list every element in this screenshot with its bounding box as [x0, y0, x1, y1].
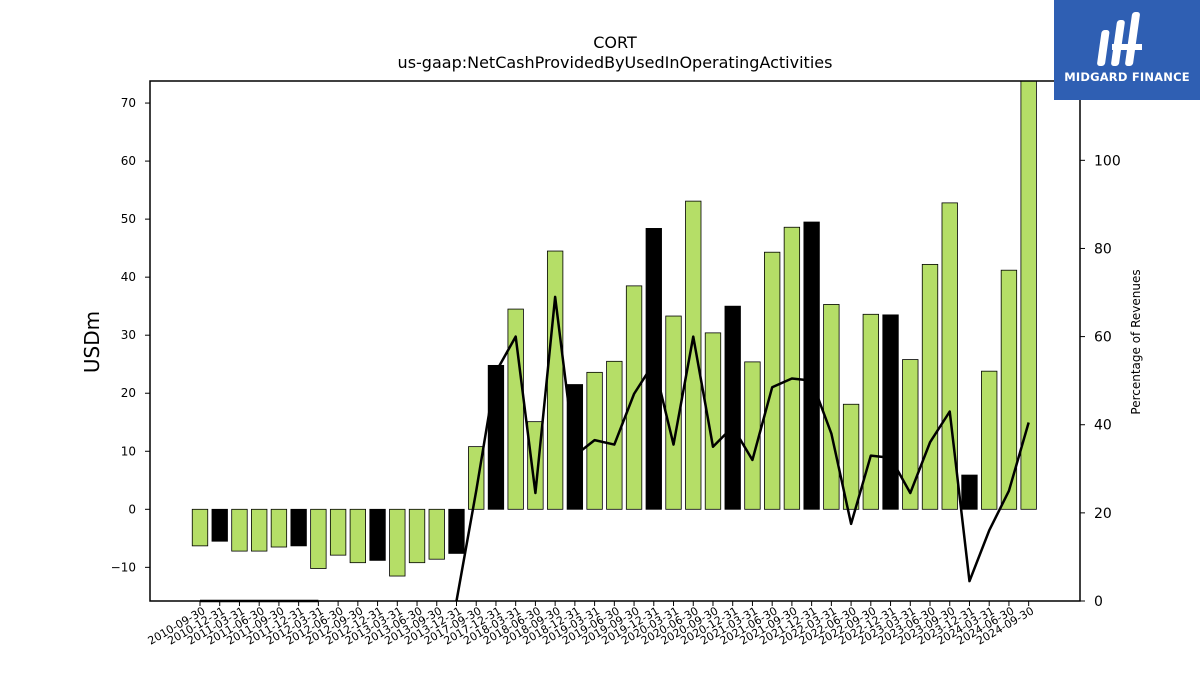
bar-2019-09-30	[625, 285, 643, 510]
y-tick-label: 20	[121, 386, 136, 400]
bar-2020-09-30	[704, 332, 722, 510]
plot-frame	[149, 80, 1081, 602]
y2-tick-label: 40	[1094, 418, 1112, 434]
logo-text: MIDGARD FINANCE	[1064, 70, 1190, 84]
bar-2021-09-30	[783, 226, 801, 510]
y-tick-label: 10	[121, 444, 136, 458]
bar-2021-12-31	[803, 221, 820, 510]
y-tick-label: 70	[121, 96, 136, 110]
bar-2013-12-31	[448, 508, 465, 554]
bar-2022-09-30	[862, 313, 879, 510]
bar-2012-12-31	[369, 508, 386, 561]
y-tick-label: 40	[121, 270, 136, 284]
revenue-pct-line	[455, 295, 1030, 602]
y2-tick-label: 100	[1094, 153, 1121, 169]
bar-2013-06-30	[408, 508, 426, 564]
y-axis-label: USDm	[80, 311, 104, 373]
y2-tick-label: 60	[1094, 330, 1112, 346]
bar-2019-12-31	[645, 228, 662, 510]
bar-2012-03-31	[310, 508, 327, 569]
bar-2013-03-31	[389, 508, 406, 577]
y-tick-label: 50	[121, 212, 136, 226]
bar-2011-12-31	[290, 508, 307, 547]
y2-tick-label: 0	[1094, 594, 1103, 610]
chart-subtitle: us-gaap:NetCashProvidedByUsedInOperating…	[398, 53, 833, 72]
bar-2011-09-30	[270, 508, 288, 548]
bar-2022-06-30	[842, 403, 860, 510]
bar-2018-09-30	[546, 250, 564, 510]
y-tick-label: 0	[128, 502, 136, 516]
chart-title: CORT	[593, 33, 637, 52]
bar-2011-06-30	[251, 508, 268, 552]
y2-tick-label: 80	[1094, 241, 1112, 257]
y2-axis-label: Percentage of Revenues	[1129, 269, 1143, 414]
bar-2022-03-31	[823, 304, 840, 510]
y-tick-label: −10	[111, 560, 136, 574]
bar-2024-03-31	[981, 370, 998, 510]
bar-2020-06-30	[685, 200, 702, 510]
midgard-finance-logo: MIDGARD FINANCE	[1054, 0, 1200, 100]
bar-2011-03-31	[231, 508, 248, 552]
bar-2021-06-30	[764, 251, 781, 510]
logo-mark-icon	[1097, 12, 1142, 66]
bar-2020-12-31	[724, 305, 741, 510]
bar-2012-06-30	[329, 508, 347, 556]
bar-2012-09-30	[349, 508, 366, 564]
bar-2023-06-30	[921, 263, 939, 510]
y2-tick-label: 20	[1094, 506, 1112, 522]
bar-2022-12-31	[882, 314, 899, 510]
bar-2023-09-30	[941, 202, 958, 510]
bar-2023-12-31	[961, 474, 978, 510]
bar-2024-06-30	[1000, 269, 1018, 510]
y-tick-label: 30	[121, 328, 136, 342]
bar-2010-12-31	[211, 508, 228, 542]
bar-2023-03-31	[902, 359, 919, 510]
bar-2013-09-30	[428, 508, 445, 560]
bar-2019-06-30	[606, 360, 623, 510]
y-tick-label: 60	[121, 154, 136, 168]
bar-2017-12-31	[487, 364, 505, 510]
bar-2010-09-30	[191, 508, 209, 547]
